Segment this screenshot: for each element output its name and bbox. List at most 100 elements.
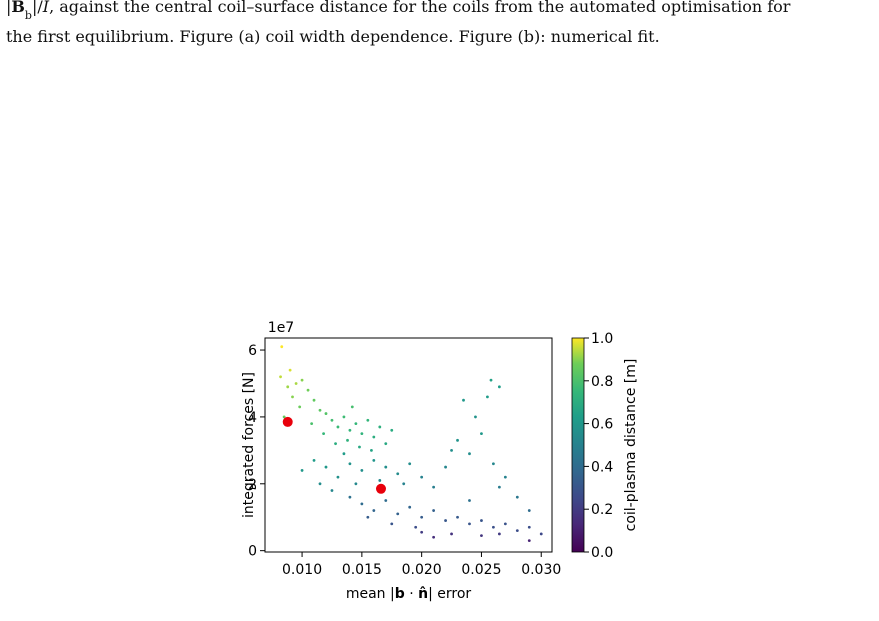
data-point bbox=[480, 534, 483, 538]
data-point bbox=[450, 448, 453, 452]
y-axis-label: integrated forces [N] bbox=[241, 372, 257, 518]
y-tick-label: 6 bbox=[248, 343, 257, 359]
x-tick-label: 0.010 bbox=[282, 562, 322, 578]
data-point bbox=[384, 499, 388, 502]
data-point bbox=[291, 395, 294, 399]
data-point bbox=[294, 382, 298, 385]
data-point bbox=[348, 428, 352, 432]
data-point bbox=[527, 509, 531, 512]
data-point bbox=[330, 418, 334, 422]
data-point bbox=[420, 515, 424, 519]
x-axis-label-part: · bbox=[405, 586, 418, 602]
data-point bbox=[280, 345, 284, 349]
data-point bbox=[322, 432, 325, 436]
caption-line: the first equilibrium. Figure (a) coil w… bbox=[6, 27, 660, 46]
data-point bbox=[336, 425, 340, 429]
data-point bbox=[348, 495, 352, 499]
data-point bbox=[456, 515, 459, 519]
data-point bbox=[497, 532, 501, 536]
data-point bbox=[360, 432, 364, 436]
data-point bbox=[432, 535, 436, 539]
data-point bbox=[420, 530, 424, 534]
colorbar-label: coil-plasma distance [m] bbox=[623, 359, 639, 532]
data-point bbox=[408, 505, 412, 509]
caption-text: |/ bbox=[32, 0, 43, 16]
data-point bbox=[336, 475, 340, 479]
data-point bbox=[372, 458, 376, 462]
data-point bbox=[288, 368, 292, 372]
data-point bbox=[497, 485, 501, 489]
caption-text: | bbox=[6, 0, 11, 16]
data-point bbox=[334, 442, 337, 446]
data-point bbox=[360, 502, 364, 506]
caption-text: B bbox=[11, 0, 25, 16]
data-point bbox=[342, 415, 346, 419]
data-point bbox=[330, 489, 334, 492]
x-axis-label: mean |b · n̂| error bbox=[346, 586, 472, 602]
plot-area bbox=[264, 337, 553, 553]
data-point bbox=[346, 438, 349, 442]
colorbar-tick-label: 0.2 bbox=[591, 502, 613, 518]
data-point bbox=[384, 442, 388, 446]
data-point bbox=[306, 388, 310, 392]
y-tick-label: 2 bbox=[248, 477, 257, 493]
data-point bbox=[348, 462, 352, 466]
data-point bbox=[492, 462, 495, 466]
data-point bbox=[503, 475, 507, 479]
x-axis-label-part: n̂ bbox=[418, 586, 428, 602]
data-point bbox=[515, 495, 519, 499]
data-point bbox=[324, 465, 328, 469]
x-tick-label: 0.030 bbox=[521, 562, 561, 578]
data-point bbox=[300, 378, 304, 382]
data-point bbox=[527, 525, 531, 529]
colorbar-tick-label: 0.8 bbox=[591, 374, 613, 390]
x-tick-label: 0.025 bbox=[461, 562, 501, 578]
data-point bbox=[489, 378, 493, 382]
data-point bbox=[300, 469, 304, 472]
data-point bbox=[396, 472, 400, 476]
data-point bbox=[282, 415, 286, 419]
x-axis-label-part: b bbox=[395, 586, 405, 602]
data-point bbox=[420, 475, 424, 479]
colorbar-tick-label: 1.0 bbox=[591, 331, 613, 347]
data-point bbox=[456, 438, 459, 442]
data-point bbox=[384, 465, 388, 469]
x-tick-label: 0.020 bbox=[402, 562, 442, 578]
colorbar-tick-label: 0.0 bbox=[591, 545, 613, 561]
data-point bbox=[480, 519, 483, 522]
data-point bbox=[370, 448, 373, 452]
data-point bbox=[324, 412, 328, 415]
x-tick-label: 0.015 bbox=[342, 562, 382, 578]
data-point bbox=[350, 405, 354, 409]
data-point bbox=[503, 522, 507, 526]
data-point bbox=[354, 482, 358, 486]
data-point bbox=[492, 525, 495, 529]
colorbar bbox=[571, 337, 585, 553]
y-tick-label: 4 bbox=[248, 410, 257, 426]
data-point bbox=[468, 522, 471, 526]
data-point bbox=[366, 515, 370, 519]
data-point bbox=[312, 458, 316, 462]
data-point bbox=[515, 529, 519, 532]
data-point bbox=[396, 512, 400, 516]
caption-text: b bbox=[25, 9, 32, 22]
data-point bbox=[432, 509, 436, 512]
data-point bbox=[390, 428, 394, 432]
caption-text: I bbox=[42, 0, 50, 16]
data-point bbox=[432, 485, 436, 489]
data-point bbox=[450, 532, 453, 536]
x-axis-label-part: mean | bbox=[346, 586, 395, 602]
data-point bbox=[468, 499, 471, 502]
data-point bbox=[342, 452, 346, 456]
data-point bbox=[366, 418, 370, 422]
data-point bbox=[468, 452, 471, 456]
data-point bbox=[372, 435, 376, 439]
data-point bbox=[390, 522, 394, 526]
highlight-point bbox=[375, 483, 386, 494]
data-point bbox=[286, 385, 290, 389]
data-point bbox=[372, 509, 376, 512]
data-point bbox=[497, 385, 501, 389]
colorbar-tick-label: 0.4 bbox=[591, 459, 613, 475]
